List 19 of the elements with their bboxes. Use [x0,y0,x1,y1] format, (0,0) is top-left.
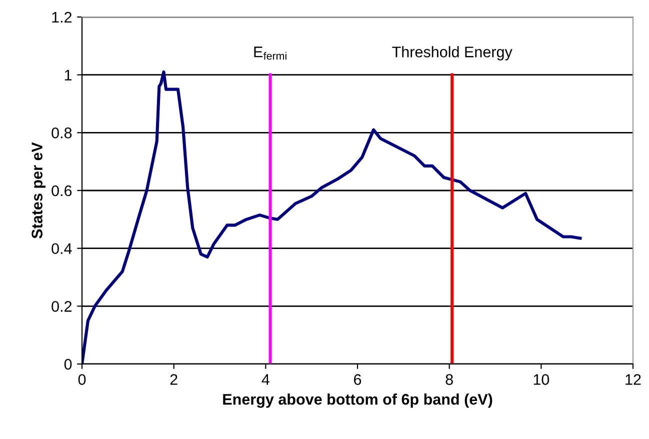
x-tick-label: 2 [170,374,178,385]
y-tick-label: 1 [64,70,72,80]
y-tick-label: 0 [64,358,72,370]
x-axis-title: Energy above bottom of 6p band (eV) [223,394,492,408]
y-tick-label: 1.2 [52,12,72,23]
line-series [82,70,582,364]
y-axis-title: States per eV [32,142,46,238]
x-tick-label: 12 [626,374,641,385]
x-tick-label: 8 [446,374,453,385]
y-tick-label: 0.2 [52,301,72,312]
ref-line-label: E$_{fermi}$ [254,46,286,60]
y-tick-label: 0.8 [52,128,72,138]
ref-line-label: Threshold Energy [392,46,512,60]
y-tick-label: 0.6 [52,185,72,196]
y-tick-label: 0.4 [52,243,72,254]
x-tick-label: 0 [78,374,86,385]
x-tick-label: 10 [534,374,550,385]
x-tick-label: 4 [262,374,270,385]
x-tick-label: 6 [354,374,362,385]
